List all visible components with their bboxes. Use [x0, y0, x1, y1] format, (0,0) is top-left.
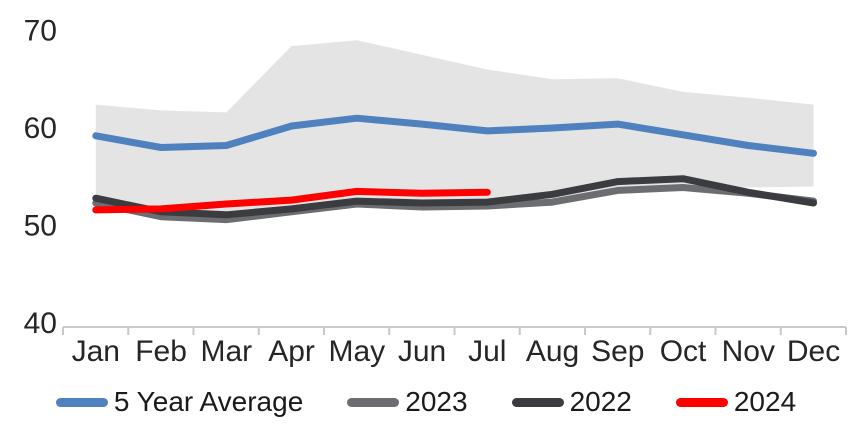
series-line-2023 [92, 184, 817, 224]
y-axis-label-40: 40 [24, 307, 57, 340]
legend-swatch-2024 [675, 397, 728, 407]
x-axis-label-jul: Jul [468, 335, 506, 368]
legend-item-2023: 2023 [347, 386, 468, 418]
legend-label-2023: 2023 [405, 386, 468, 417]
y-axis-label-60: 60 [24, 112, 57, 145]
legend-swatch-5-year-average [55, 397, 108, 407]
x-axis-label-nov: Nov [722, 335, 775, 368]
legend-label-2022: 2022 [569, 386, 632, 417]
x-axis-label-oct: Oct [660, 335, 707, 368]
legend-item-2022: 2022 [511, 386, 632, 418]
series-line-2024 [92, 187, 491, 214]
x-axis-label-feb: Feb [135, 335, 187, 368]
y-axis-label-70: 70 [24, 15, 57, 48]
x-axis-label-mar: Mar [200, 335, 252, 368]
legend-label-2024: 2024 [733, 386, 797, 417]
series-line-2022 [92, 175, 817, 219]
chart-legend: 5 Year Average 2023 2022 2024 [0, 381, 852, 423]
y-axis-label-50: 50 [24, 210, 57, 243]
x-axis-label-sep: Sep [591, 335, 644, 368]
x-axis-label-aug: Aug [526, 335, 579, 368]
series-line-5-year-average [92, 114, 817, 157]
legend-label-5-year-average: 5 Year Average [113, 386, 304, 417]
x-axis-label-apr: Apr [268, 335, 315, 368]
legend-item-2024: 2024 [675, 386, 797, 418]
x-axis-label-jan: Jan [72, 335, 120, 368]
legend-swatch-2022 [511, 397, 564, 407]
legend-swatch-2023 [347, 397, 400, 407]
x-axis-label-jun: Jun [398, 335, 446, 368]
x-axis-label-dec: Dec [787, 335, 840, 368]
legend-item-5-year-average: 5 Year Average [55, 386, 304, 418]
x-axis-label-may: May [328, 335, 385, 368]
